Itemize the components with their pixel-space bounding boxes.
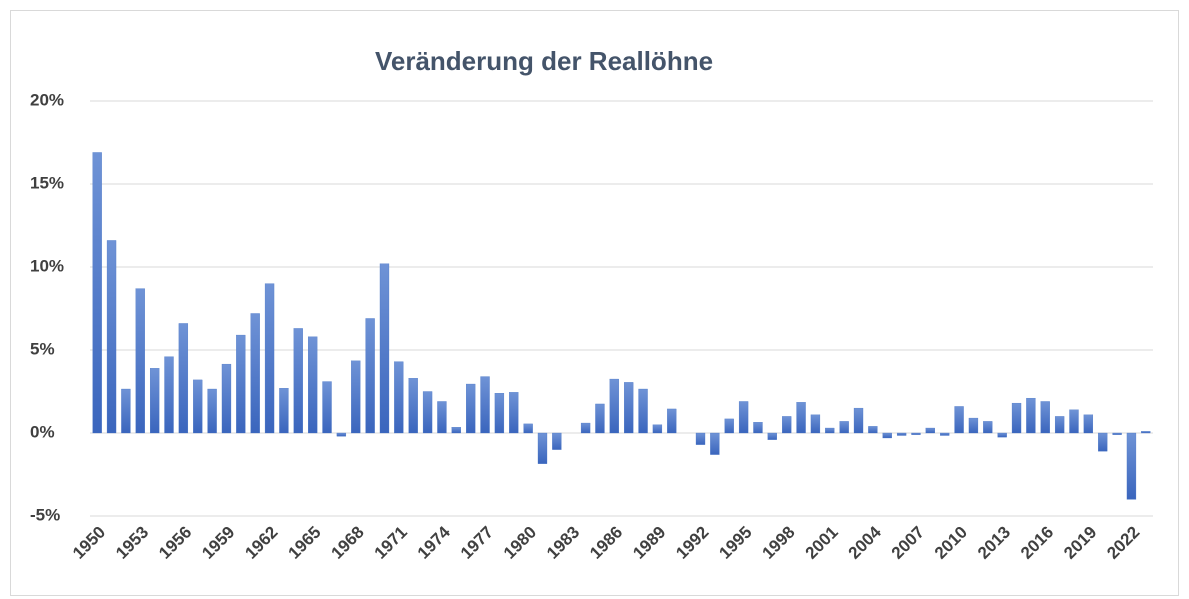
bar [106, 240, 117, 434]
bar [1098, 432, 1108, 452]
bar [336, 432, 347, 437]
bar [422, 391, 433, 434]
bar [264, 283, 275, 434]
y-tick-label: 10% [30, 256, 64, 275]
y-tick-label: -5% [30, 505, 60, 524]
bar [365, 318, 375, 434]
bar [580, 422, 591, 434]
bar [940, 432, 950, 436]
bar [1112, 432, 1122, 435]
bar [868, 426, 878, 434]
bar [609, 378, 619, 434]
chart-border [10, 10, 1179, 596]
bar [552, 432, 562, 450]
bar [394, 361, 404, 434]
bar [193, 379, 203, 434]
bar [1054, 416, 1065, 434]
bar [480, 376, 490, 434]
bar [810, 414, 821, 434]
bar [494, 393, 505, 434]
bar [638, 388, 648, 434]
bar [1011, 402, 1022, 434]
bar [983, 421, 993, 434]
bar [839, 421, 849, 434]
bar [221, 363, 232, 434]
bar [1026, 397, 1036, 434]
bar [379, 263, 390, 434]
bar [207, 388, 217, 434]
bar [135, 288, 145, 434]
bar [1069, 409, 1079, 434]
bar [767, 432, 777, 440]
bar [724, 418, 734, 434]
bar [1040, 401, 1050, 434]
bar [293, 328, 303, 434]
bar [652, 424, 663, 434]
bar [968, 417, 979, 434]
y-tick-label: 0% [30, 422, 55, 441]
bar [322, 381, 332, 434]
bar [466, 383, 476, 434]
bar [509, 392, 519, 434]
bar [178, 323, 189, 434]
y-tick-label: 20% [30, 90, 64, 109]
bar [92, 152, 102, 434]
bar [451, 427, 461, 434]
bar [954, 406, 964, 434]
bar [896, 432, 907, 436]
bar [408, 378, 418, 434]
bar [1141, 431, 1151, 434]
bar [308, 336, 318, 434]
bar [250, 313, 260, 434]
bar [825, 427, 835, 434]
bar [796, 402, 806, 434]
bar [624, 382, 634, 434]
bar [695, 432, 706, 445]
bar [782, 416, 792, 434]
bar [537, 432, 548, 464]
bar [753, 422, 763, 434]
bar [738, 401, 749, 434]
bar [149, 368, 160, 434]
bar [997, 432, 1007, 438]
bar [853, 407, 864, 434]
bar [121, 388, 131, 434]
bar [236, 334, 246, 434]
bar [279, 388, 289, 434]
chart-title: Veränderung der Reallöhne [375, 46, 713, 76]
bar [523, 423, 533, 434]
bar [164, 356, 174, 434]
bar [351, 360, 361, 434]
bar [925, 427, 935, 434]
bar [911, 432, 921, 435]
y-tick-label: 5% [30, 339, 55, 358]
bar [882, 432, 892, 439]
bar [710, 432, 720, 455]
bar [437, 401, 447, 434]
bar [667, 408, 677, 434]
bar [1083, 414, 1094, 434]
y-tick-label: 15% [30, 173, 64, 192]
bar [595, 403, 605, 434]
bar [1126, 432, 1137, 500]
